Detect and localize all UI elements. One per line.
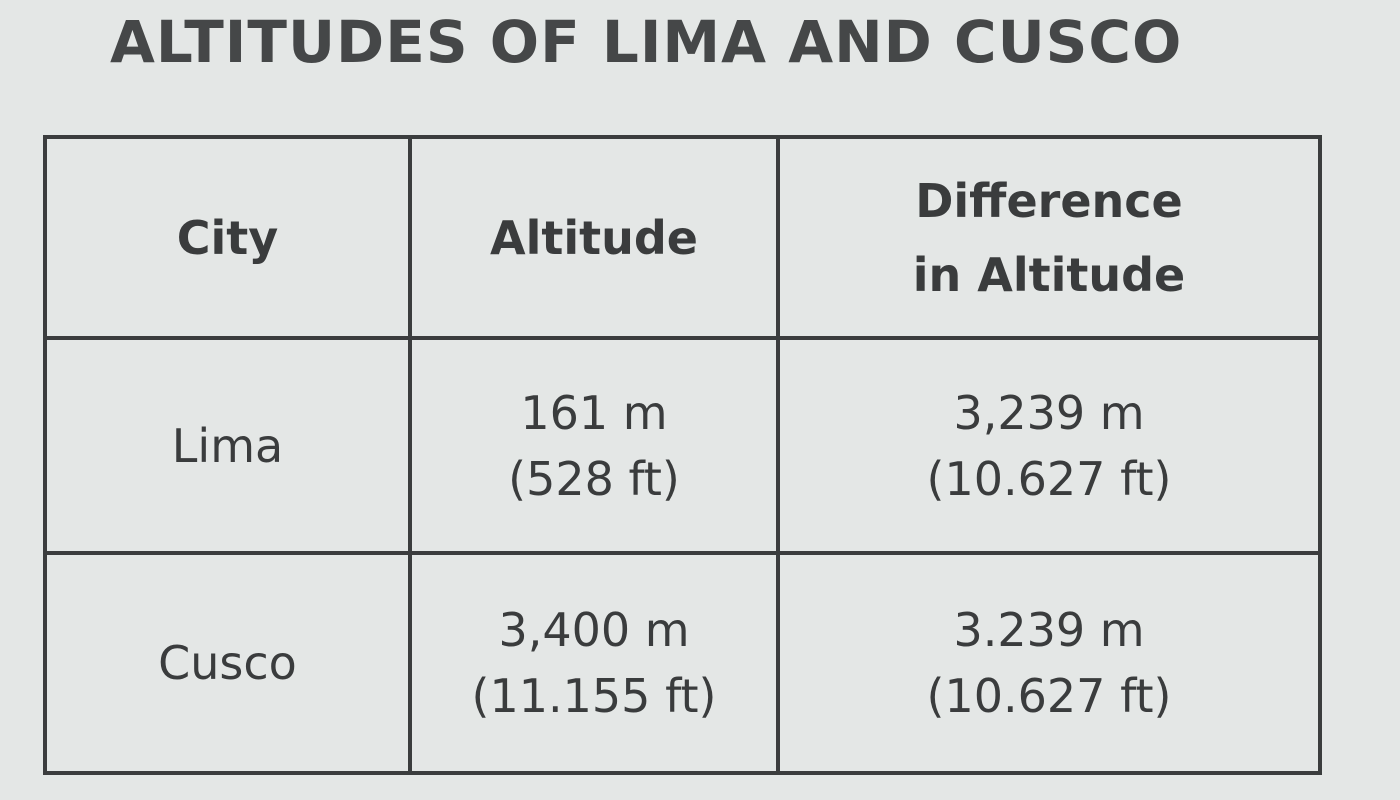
- difference-feet: (10.627 ft): [926, 451, 1172, 506]
- table-header-row: City Altitude Difference in Altitude: [43, 135, 1322, 340]
- altitude-table: City Altitude Difference in Altitude Lim…: [43, 135, 1322, 775]
- difference-meters: 3.239 m: [953, 603, 1145, 657]
- cell-city: Lima: [43, 336, 412, 555]
- altitude-meters: 3,400 m: [498, 603, 690, 657]
- header-difference: Difference in Altitude: [776, 135, 1322, 340]
- header-difference-line1: Difference: [915, 173, 1183, 228]
- table-row: Lima 161 m (528 ft) 3,239 m (10.627 ft): [43, 336, 1322, 555]
- header-city: City: [43, 135, 412, 340]
- difference-feet: (10.627 ft): [926, 669, 1172, 723]
- cell-difference: 3.239 m (10.627 ft): [776, 551, 1322, 775]
- altitude-meters: 161 m: [520, 385, 668, 440]
- altitude-feet: (528 ft): [508, 451, 680, 506]
- header-altitude: Altitude: [408, 135, 780, 340]
- cell-altitude: 161 m (528 ft): [408, 336, 780, 555]
- altitude-feet: (11.155 ft): [471, 669, 717, 723]
- table-row: Cusco 3,400 m (11.155 ft) 3.239 m (10.62…: [43, 551, 1322, 775]
- cell-difference: 3,239 m (10.627 ft): [776, 336, 1322, 555]
- header-difference-line2: in Altitude: [912, 247, 1186, 302]
- cell-city: Cusco: [43, 551, 412, 775]
- difference-meters: 3,239 m: [953, 385, 1145, 440]
- cell-altitude: 3,400 m (11.155 ft): [408, 551, 780, 775]
- page-title: ALTITUDES OF LIMA AND CUSCO: [110, 8, 1183, 76]
